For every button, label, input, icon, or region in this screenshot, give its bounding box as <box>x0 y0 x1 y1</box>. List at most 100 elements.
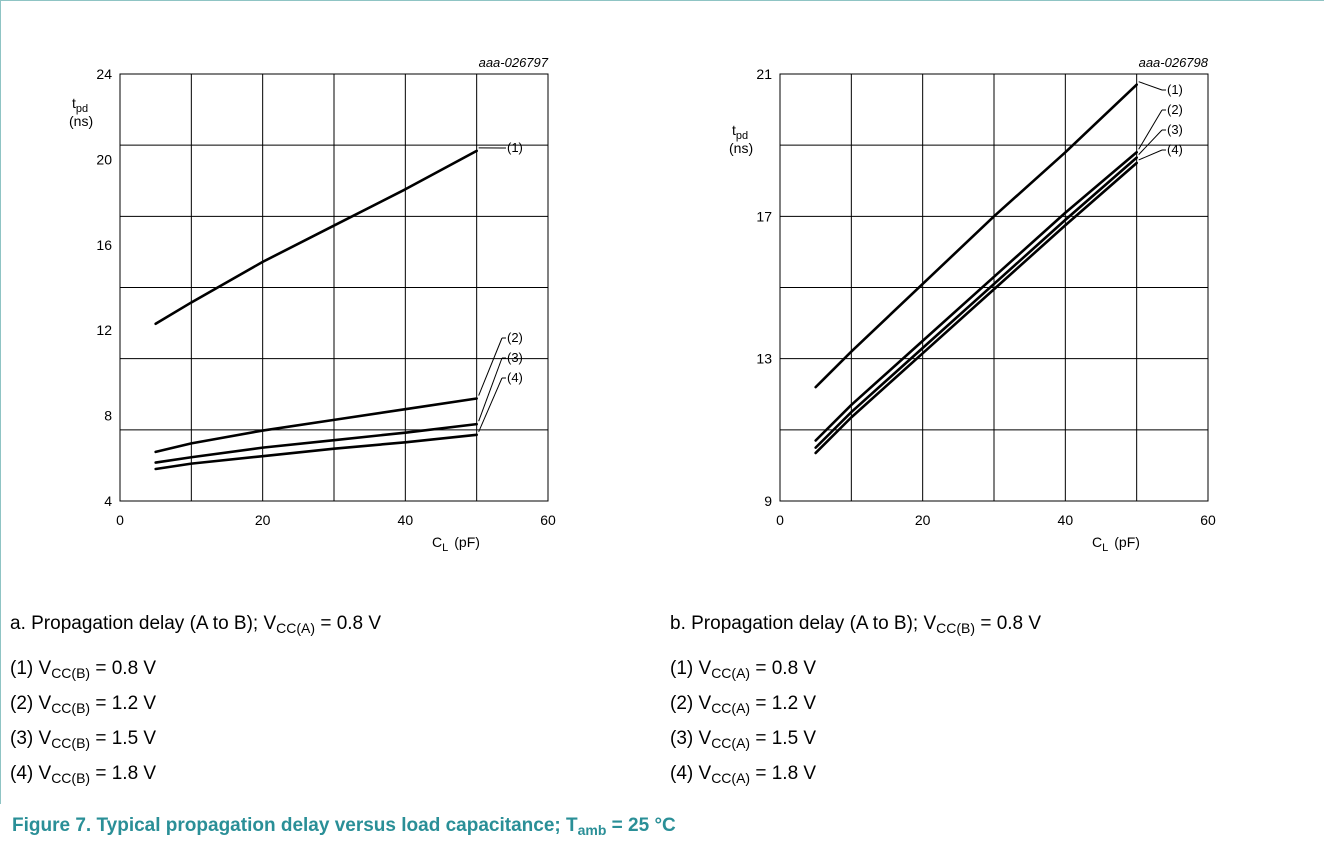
legend-a-3-sub: CC(B) <box>51 735 91 751</box>
legend-a-item-2: (2) VCC(B) = 1.2 V <box>10 692 156 716</box>
legend-a-2-lead: (2) V <box>10 693 52 714</box>
x-axis-label: CL (pF) <box>1092 534 1140 554</box>
x-axis-label-sub: L <box>1102 542 1108 554</box>
series-label-2: (2) <box>507 330 523 345</box>
series-label-2: (2) <box>1167 102 1183 117</box>
y-tick-label: 8 <box>104 408 112 424</box>
series-label-3: (3) <box>1167 122 1183 137</box>
x-tick-label: 0 <box>116 512 124 528</box>
legend-b-3-lead: (3) V <box>670 728 712 749</box>
y-tick-label: 17 <box>756 208 772 224</box>
caption-b-tail: = 0.8 V <box>975 613 1042 634</box>
figure-title-tail: = 25 °C <box>606 815 676 836</box>
y-axis-label-main: t <box>72 95 76 111</box>
legend-a-1-sub: CC(B) <box>51 665 91 681</box>
series-leader-4 <box>478 377 503 433</box>
legend-b-1-sub: CC(A) <box>711 665 751 681</box>
series-label-1: (1) <box>507 140 523 155</box>
y-tick-label: 20 <box>96 151 112 167</box>
x-axis-label: CL (pF) <box>432 534 480 554</box>
series-line-3 <box>814 156 1138 449</box>
page-frame-left <box>0 0 1 804</box>
legend-a-2-sub: CC(B) <box>51 700 91 716</box>
x-axis-label-main: C <box>432 534 442 550</box>
legend-b-1-tail: = 0.8 V <box>750 658 817 679</box>
series-line-4 <box>814 161 1138 455</box>
series-label-1: (1) <box>1167 82 1183 97</box>
y-tick-label: 4 <box>104 493 112 509</box>
series-line-1 <box>154 149 478 326</box>
series-label-3: (3) <box>507 350 523 365</box>
y-axis-label-unit: (ns) <box>729 140 753 156</box>
series-leader-1 <box>1138 81 1163 91</box>
y-tick-label: 13 <box>756 351 772 367</box>
legend-b-3-tail: = 1.5 V <box>750 728 817 749</box>
series-line-2 <box>154 397 478 454</box>
figure-title: Figure 7. Typical propagation delay vers… <box>12 815 676 837</box>
legend-a-1-lead: (1) V <box>10 658 52 679</box>
legend-a-item-1: (1) VCC(B) = 0.8 V <box>10 657 156 681</box>
figure-title-lead: Figure 7. Typical propagation delay vers… <box>12 815 578 836</box>
x-tick-label: 60 <box>540 512 556 528</box>
series-leader-2 <box>478 337 503 396</box>
y-axis-label-sub: pd <box>736 130 748 142</box>
y-tick-label: 21 <box>756 66 772 82</box>
legend-b-2-sub: CC(A) <box>711 700 751 716</box>
legend-a-3-lead: (3) V <box>10 728 52 749</box>
caption-a-sub: CC(A) <box>276 620 316 636</box>
plot-frame <box>119 73 549 502</box>
caption-b-lead: b. Propagation delay (A to B); V <box>670 613 937 634</box>
series-line-2 <box>814 150 1138 442</box>
y-axis-label: tpd <box>72 95 88 115</box>
series-line-1 <box>814 83 1138 389</box>
chart-code-label: aaa-026797 <box>479 55 549 70</box>
y-tick-label: 12 <box>96 322 112 338</box>
y-tick-label: 16 <box>96 237 112 253</box>
plot-frame <box>779 73 1209 502</box>
series-line-3 <box>154 422 478 464</box>
legend-a-4-sub: CC(B) <box>51 770 91 786</box>
y-axis-label-main: t <box>732 122 736 138</box>
legend-a-4-lead: (4) V <box>10 763 52 784</box>
legend-b-4-tail: = 1.8 V <box>750 763 817 784</box>
caption-b-sub: CC(B) <box>936 620 976 636</box>
caption-a: a. Propagation delay (A to B); VCC(A) = … <box>10 612 381 636</box>
x-tick-label: 0 <box>776 512 784 528</box>
series-line-4 <box>154 433 478 471</box>
series-leader-3 <box>1138 129 1163 155</box>
x-tick-label: 20 <box>915 512 931 528</box>
series-leader-2 <box>1138 109 1163 150</box>
legend-b-1-lead: (1) V <box>670 658 712 679</box>
series-label-4: (4) <box>507 370 523 385</box>
chart-2: aaa-026798 9 13 17 21 0 20 40 60 tpd(ns) CL (pF) (1)… <box>729 55 1216 554</box>
x-axis-label-unit: (pF) <box>454 534 480 550</box>
y-axis-label-sub: pd <box>76 103 88 115</box>
y-tick-label: 24 <box>96 66 112 82</box>
legend-b-item-2: (2) VCC(A) = 1.2 V <box>670 692 816 716</box>
x-tick-label: 20 <box>255 512 271 528</box>
series-leader-3 <box>478 357 503 422</box>
legend-a-item-3: (3) VCC(B) = 1.5 V <box>10 727 156 751</box>
legend-b-4-lead: (4) V <box>670 763 712 784</box>
legend-b-item-3: (3) VCC(A) = 1.5 V <box>670 727 816 751</box>
x-tick-label: 40 <box>398 512 414 528</box>
legend-a-4-tail: = 1.8 V <box>90 763 157 784</box>
caption-a-lead: a. Propagation delay (A to B); V <box>10 613 277 634</box>
series-leader-4 <box>1138 149 1163 161</box>
series-label-4: (4) <box>1167 142 1183 157</box>
legend-a-2-tail: = 1.2 V <box>90 693 157 714</box>
x-tick-label: 60 <box>1200 512 1216 528</box>
y-tick-label: 9 <box>764 493 772 509</box>
legend-b-item-1: (1) VCC(A) = 0.8 V <box>670 657 816 681</box>
legend-b-3-sub: CC(A) <box>711 735 751 751</box>
y-axis-label: tpd <box>732 122 748 142</box>
x-axis-label-unit: (pF) <box>1114 534 1140 550</box>
y-axis-label-unit: (ns) <box>69 113 93 129</box>
page-frame-top <box>0 0 1324 1</box>
x-tick-label: 40 <box>1058 512 1074 528</box>
legend-a-1-tail: = 0.8 V <box>90 658 157 679</box>
caption-a-tail: = 0.8 V <box>315 613 382 634</box>
figure-title-sub: amb <box>577 822 607 838</box>
caption-b: b. Propagation delay (A to B); VCC(B) = … <box>670 612 1041 636</box>
chart-1: aaa-026797 4 8 12 16 20 24 0 20 40 60 tpd(ns) CL (pF)… <box>69 55 556 554</box>
